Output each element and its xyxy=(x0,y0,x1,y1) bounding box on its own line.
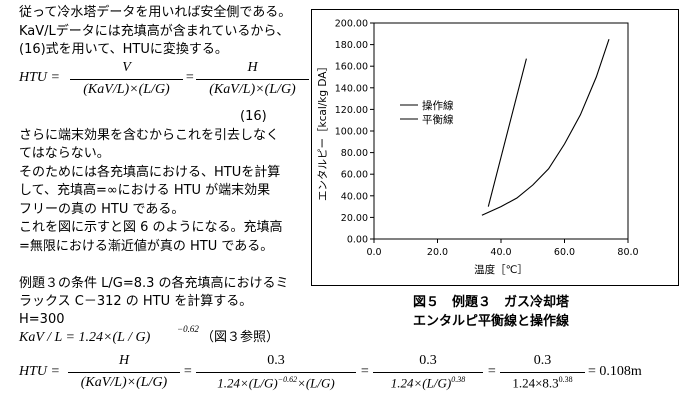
htu-fraction-bar-2 xyxy=(196,372,356,373)
para3-line-2: ラックス C－312 の HTU を計算する。 xyxy=(19,294,253,309)
eq16-lhs: HTU = xyxy=(19,70,60,85)
eq16-den1: (KaV/L)×(L/G) xyxy=(83,82,170,97)
para2-line-1: さらに端末効果を含むからこれを引去しなく xyxy=(19,128,280,143)
body-line-3: (16)式を用いて、HTUに変換する。 xyxy=(19,42,228,57)
y-tick-label: 180.00 xyxy=(335,40,368,51)
htu-fraction-bar-3 xyxy=(373,372,483,373)
htu-den3-a: 1.24×(L/G) xyxy=(390,375,452,391)
eq16-den2: (KaV/L)×(L/G) xyxy=(209,82,296,97)
para2-line-6: これを図に示すと図 6 のようになる。充填高 xyxy=(19,220,283,235)
x-axis-label: 温度［℃］ xyxy=(474,263,528,276)
htu-num1: H xyxy=(118,353,130,368)
htu-den2-a: 1.24×(L/G) xyxy=(217,375,278,391)
legend-label-2: 平衡線 xyxy=(422,113,454,126)
y-axis-label: エンタルピー［kcal/kg DA］ xyxy=(317,61,329,201)
y-tick-label: 20.00 xyxy=(341,213,368,224)
y-tick-label: 160.00 xyxy=(335,62,368,73)
para2-line-7: =無限における漸近値が真の HTU である。 xyxy=(19,239,274,254)
htu-num2: 0.3 xyxy=(267,353,285,368)
htu-eq-1: = xyxy=(183,364,193,379)
eq16-num1: V xyxy=(122,60,131,75)
series-line-2 xyxy=(481,39,610,216)
figure-caption-line-2: エンタルピ平衡線と操作線 xyxy=(413,314,570,329)
x-tick-label: 80.0 xyxy=(617,247,638,258)
x-tick-label: 20.0 xyxy=(427,247,448,258)
para2-line-2: てはならない。 xyxy=(19,146,110,161)
htu-eq-2: = xyxy=(360,364,370,379)
para3-line-1: 例題３の条件 L/G=8.3 の各充填高におけるミ xyxy=(19,276,289,291)
y-tick-label: 200.00 xyxy=(335,19,368,30)
y-tick-label: 100.00 xyxy=(335,127,368,138)
x-tick-label: 40.0 xyxy=(490,247,511,258)
htu-result: = 0.108m xyxy=(588,364,642,379)
htu-num3: 0.3 xyxy=(419,353,437,368)
htu-den3: 1.24×(L/G)0.38 xyxy=(373,375,483,391)
enthalpy-chart: 0.00 20.00 40.00 60.00 80.00 100.00 120.00 140.… xyxy=(317,19,639,277)
y-tick-label: 40.00 xyxy=(341,191,368,202)
htu-den3-exp: 0.38 xyxy=(451,375,466,384)
legend-label-1: 操作線 xyxy=(422,99,454,112)
y-tick-label: 140.00 xyxy=(335,83,368,94)
para3-line-3: H=300 xyxy=(19,312,65,327)
body-line-1: 従って冷水塔データを用いれば安全側である。 xyxy=(19,5,292,20)
x-tick-label: 0.0 xyxy=(366,247,381,258)
htu-den2-exp: −0.62 xyxy=(277,375,298,384)
para2-line-3: そのためには各充填高における、HTUを計算 xyxy=(19,165,281,180)
htu-den1: (KaV/L)×(L/G) xyxy=(80,375,168,390)
chart-frame: 0.00 20.00 40.00 60.00 80.00 100.00 120.00 140.… xyxy=(311,9,679,286)
eq16-fraction-bar-1 xyxy=(70,79,183,80)
htu-fraction-bar-1 xyxy=(68,372,180,373)
htu-den2: 1.24×(L/G)−0.62×(L/G) xyxy=(196,375,356,391)
eq16-fraction-bar-2 xyxy=(196,79,309,80)
htu-den4-a: 1.24×8.3 xyxy=(512,375,559,391)
y-tick-label: 80.00 xyxy=(341,148,368,159)
eq16-label: (16) xyxy=(240,109,267,124)
body-line-2: KaV/Lデータには充填高が含まれているから、 xyxy=(19,24,290,39)
kav-eq-ref: （図３参照） xyxy=(201,330,280,345)
x-tick-label: 60.0 xyxy=(554,247,575,258)
eq16-num2: H xyxy=(247,60,258,75)
y-tick-label: 0.00 xyxy=(347,235,368,246)
htu-lhs: HTU = xyxy=(19,364,60,379)
htu-num4: 0.3 xyxy=(533,353,552,368)
htu-fraction-bar-4 xyxy=(500,372,585,373)
para2-line-5: フリーの真の HTU である。 xyxy=(19,202,185,217)
para2-line-4: して、充填高=∞における HTU が端末効果 xyxy=(19,183,271,198)
kav-eq-exp: −0.62 xyxy=(177,324,199,334)
kav-eq-text: KaV / L = 1.24×(L / G) xyxy=(19,330,151,345)
series-line-1 xyxy=(487,58,527,207)
htu-eq-3: = xyxy=(487,364,497,379)
figure-caption-line-1: 図５ 例題３ ガス冷却塔 xyxy=(413,295,570,310)
y-tick-label: 120.00 xyxy=(335,105,368,116)
htu-den4-exp: 0.38 xyxy=(558,375,573,384)
y-tick-label: 60.00 xyxy=(341,170,368,181)
eq16-eq2: = xyxy=(185,70,195,85)
htu-den2-b: ×(L/G) xyxy=(297,375,335,391)
htu-den4: 1.24×8.30.38 xyxy=(500,375,585,391)
